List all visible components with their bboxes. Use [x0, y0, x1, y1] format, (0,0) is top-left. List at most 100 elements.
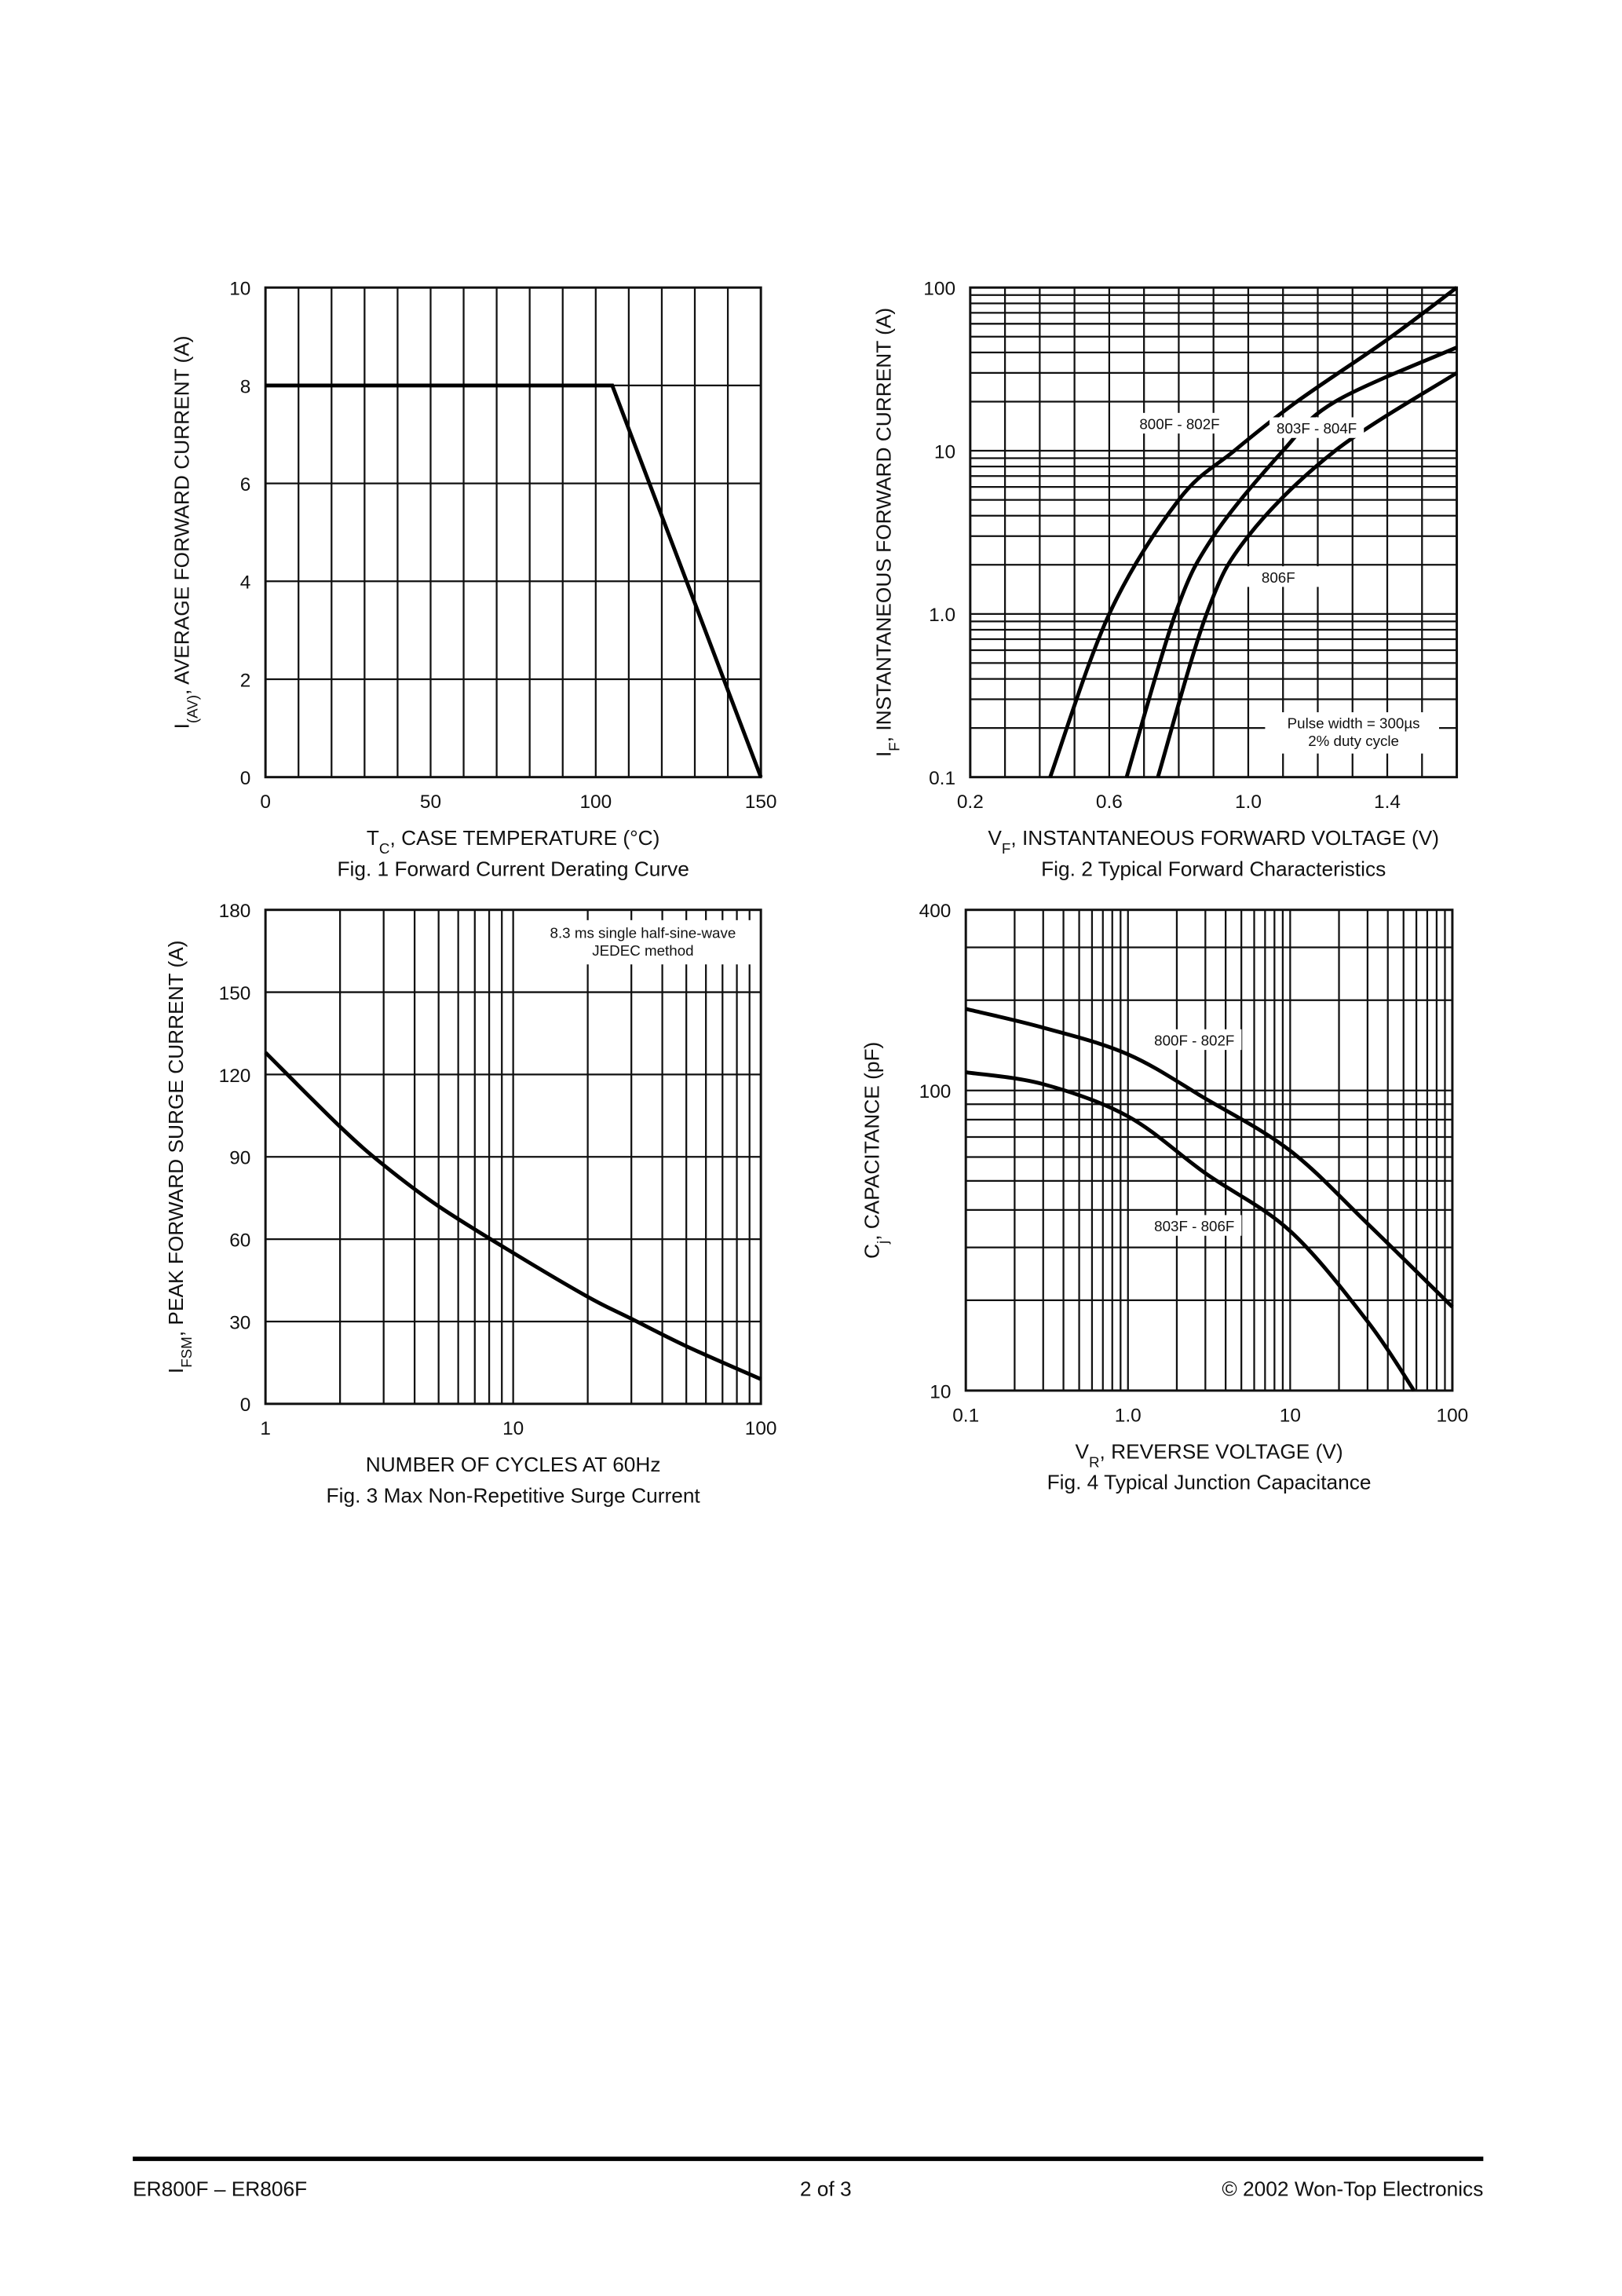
y-tick-label: 10 [934, 441, 955, 462]
x-tick-label: 150 [745, 792, 777, 813]
y-axis-label: IF, INSTANTANEOUS FORWARD CURRENT (A) [871, 308, 902, 757]
y-tick-label: 4 [240, 572, 251, 594]
series-label-bg [1147, 1215, 1242, 1236]
curve [965, 1007, 1454, 1309]
series-label-bg [1132, 412, 1227, 434]
y-tick-label: 90 [229, 1148, 250, 1169]
y-tick-label: 30 [229, 1312, 250, 1333]
curve [1048, 286, 1459, 778]
label-part: , INSTANTANEOUS FORWARD CURRENT (A) [871, 308, 895, 742]
footer-left: ER800F – ER806F [133, 2177, 307, 2200]
y-tick-label: 180 [219, 901, 251, 922]
label-part: C [860, 1244, 883, 1259]
series-label: 803F - 804F [1277, 420, 1357, 437]
x-tick-label: 1.4 [1374, 792, 1401, 813]
label-part: V [1075, 1439, 1089, 1463]
label-part: FSM [177, 1336, 194, 1368]
y-tick-label: 10 [229, 279, 250, 300]
x-tick-label: 0.6 [1096, 792, 1123, 813]
label-part: F [886, 742, 902, 751]
x-tick-label: 1 [260, 1418, 271, 1439]
note: 2% duty cycle [1308, 733, 1399, 749]
x-axis-label: TC, CASE TEMPERATURE (°C) [367, 826, 660, 857]
x-tick-label: 10 [502, 1418, 524, 1439]
label-part: , CASE TEMPERATURE (°C) [389, 826, 659, 850]
label-part: C [379, 840, 390, 857]
note: 8.3 ms single half-sine-wave [550, 924, 736, 941]
note-box [1265, 712, 1440, 754]
y-tick-label: 100 [923, 279, 955, 300]
series-label-bg [1269, 417, 1364, 438]
series-label: 800F - 802F [1154, 1032, 1234, 1048]
x-tick-label: 1.0 [1235, 792, 1262, 813]
label-part: , PEAK FORWARD SURGE CURRENT (A) [164, 940, 188, 1336]
label-part: (AV) [184, 695, 200, 723]
y-tick-label: 10 [930, 1381, 951, 1402]
footer-right: © 2002 Won-Top Electronics [1222, 2177, 1483, 2200]
y-tick-label: 0 [240, 768, 251, 789]
plot-frame [264, 909, 762, 1406]
label-part: V [988, 826, 1002, 850]
y-tick-label: 60 [229, 1230, 250, 1252]
footer-center: 2 of 3 [800, 2177, 852, 2200]
label-part: , INSTANTANEOUS FORWARD VOLTAGE (V) [1010, 826, 1439, 850]
label-part: , REVERSE VOLTAGE (V) [1100, 1439, 1343, 1463]
note-box [533, 919, 755, 965]
label-part: I [170, 723, 193, 729]
y-tick-label: 400 [919, 901, 952, 922]
x-tick-label: 100 [579, 792, 612, 813]
label-part: I [871, 751, 895, 757]
series-label: 803F - 806F [1154, 1218, 1234, 1234]
y-tick-label: 6 [240, 474, 251, 495]
y-tick-label: 100 [919, 1081, 952, 1102]
label-part: T [367, 826, 379, 850]
plot-frame [969, 286, 1459, 779]
x-tick-label: 100 [1437, 1405, 1469, 1426]
y-axis-label: Cj, CAPACITANCE (pF) [860, 1042, 890, 1259]
series-label-bg [1147, 1029, 1242, 1051]
curve [264, 1051, 762, 1381]
caption: Fig. 4 Typical Junction Capacitance [1047, 1471, 1372, 1494]
curve [265, 383, 763, 778]
label-part: , AVERAGE FORWARD CURRENT (A) [170, 335, 193, 695]
x-tick-label: 1.0 [1115, 1405, 1142, 1426]
series-label-bg [1231, 566, 1326, 587]
x-tick-label: 0 [260, 792, 271, 813]
x-tick-label: 100 [745, 1418, 777, 1439]
plot-frame [964, 909, 1454, 1392]
label-part: R [1089, 1453, 1100, 1470]
y-axis-label: IFSM, PEAK FORWARD SURGE CURRENT (A) [164, 940, 195, 1373]
label-part: , CAPACITANCE (pF) [860, 1042, 883, 1241]
x-axis-label: VF, INSTANTANEOUS FORWARD VOLTAGE (V) [988, 826, 1439, 857]
caption: Fig. 3 Max Non-Repetitive Surge Current [327, 1484, 701, 1508]
caption: Fig. 1 Forward Current Derating Curve [337, 857, 689, 881]
x-tick-label: 50 [420, 792, 441, 813]
note: Pulse width = 300µs [1288, 715, 1420, 732]
x-tick-label: 0.1 [952, 1405, 979, 1426]
x-axis-label: VR, REVERSE VOLTAGE (V) [1075, 1439, 1343, 1470]
y-tick-label: 0.1 [929, 768, 955, 789]
y-tick-label: 150 [219, 983, 251, 1004]
curve [965, 1070, 1416, 1392]
plot-frame [264, 286, 762, 779]
y-tick-label: 120 [219, 1066, 251, 1087]
y-tick-label: 8 [240, 376, 251, 397]
caption: Fig. 2 Typical Forward Characteristics [1041, 857, 1386, 881]
label-part: j [874, 1241, 890, 1245]
curve [1124, 345, 1458, 778]
series-label: 806F [1262, 569, 1295, 586]
x-axis-label: NUMBER OF CYCLES AT 60Hz [366, 1453, 661, 1476]
y-axis-label: I(AV), AVERAGE FORWARD CURRENT (A) [170, 335, 200, 729]
note: JEDEC method [592, 942, 693, 959]
y-tick-label: 2 [240, 670, 251, 691]
y-tick-label: 0 [240, 1395, 251, 1416]
label-part: I [164, 1368, 188, 1373]
x-tick-label: 10 [1280, 1405, 1301, 1426]
x-tick-label: 0.2 [957, 792, 984, 813]
series-label: 800F - 802F [1139, 415, 1219, 432]
curve [1156, 371, 1458, 778]
y-tick-label: 1.0 [929, 605, 955, 626]
